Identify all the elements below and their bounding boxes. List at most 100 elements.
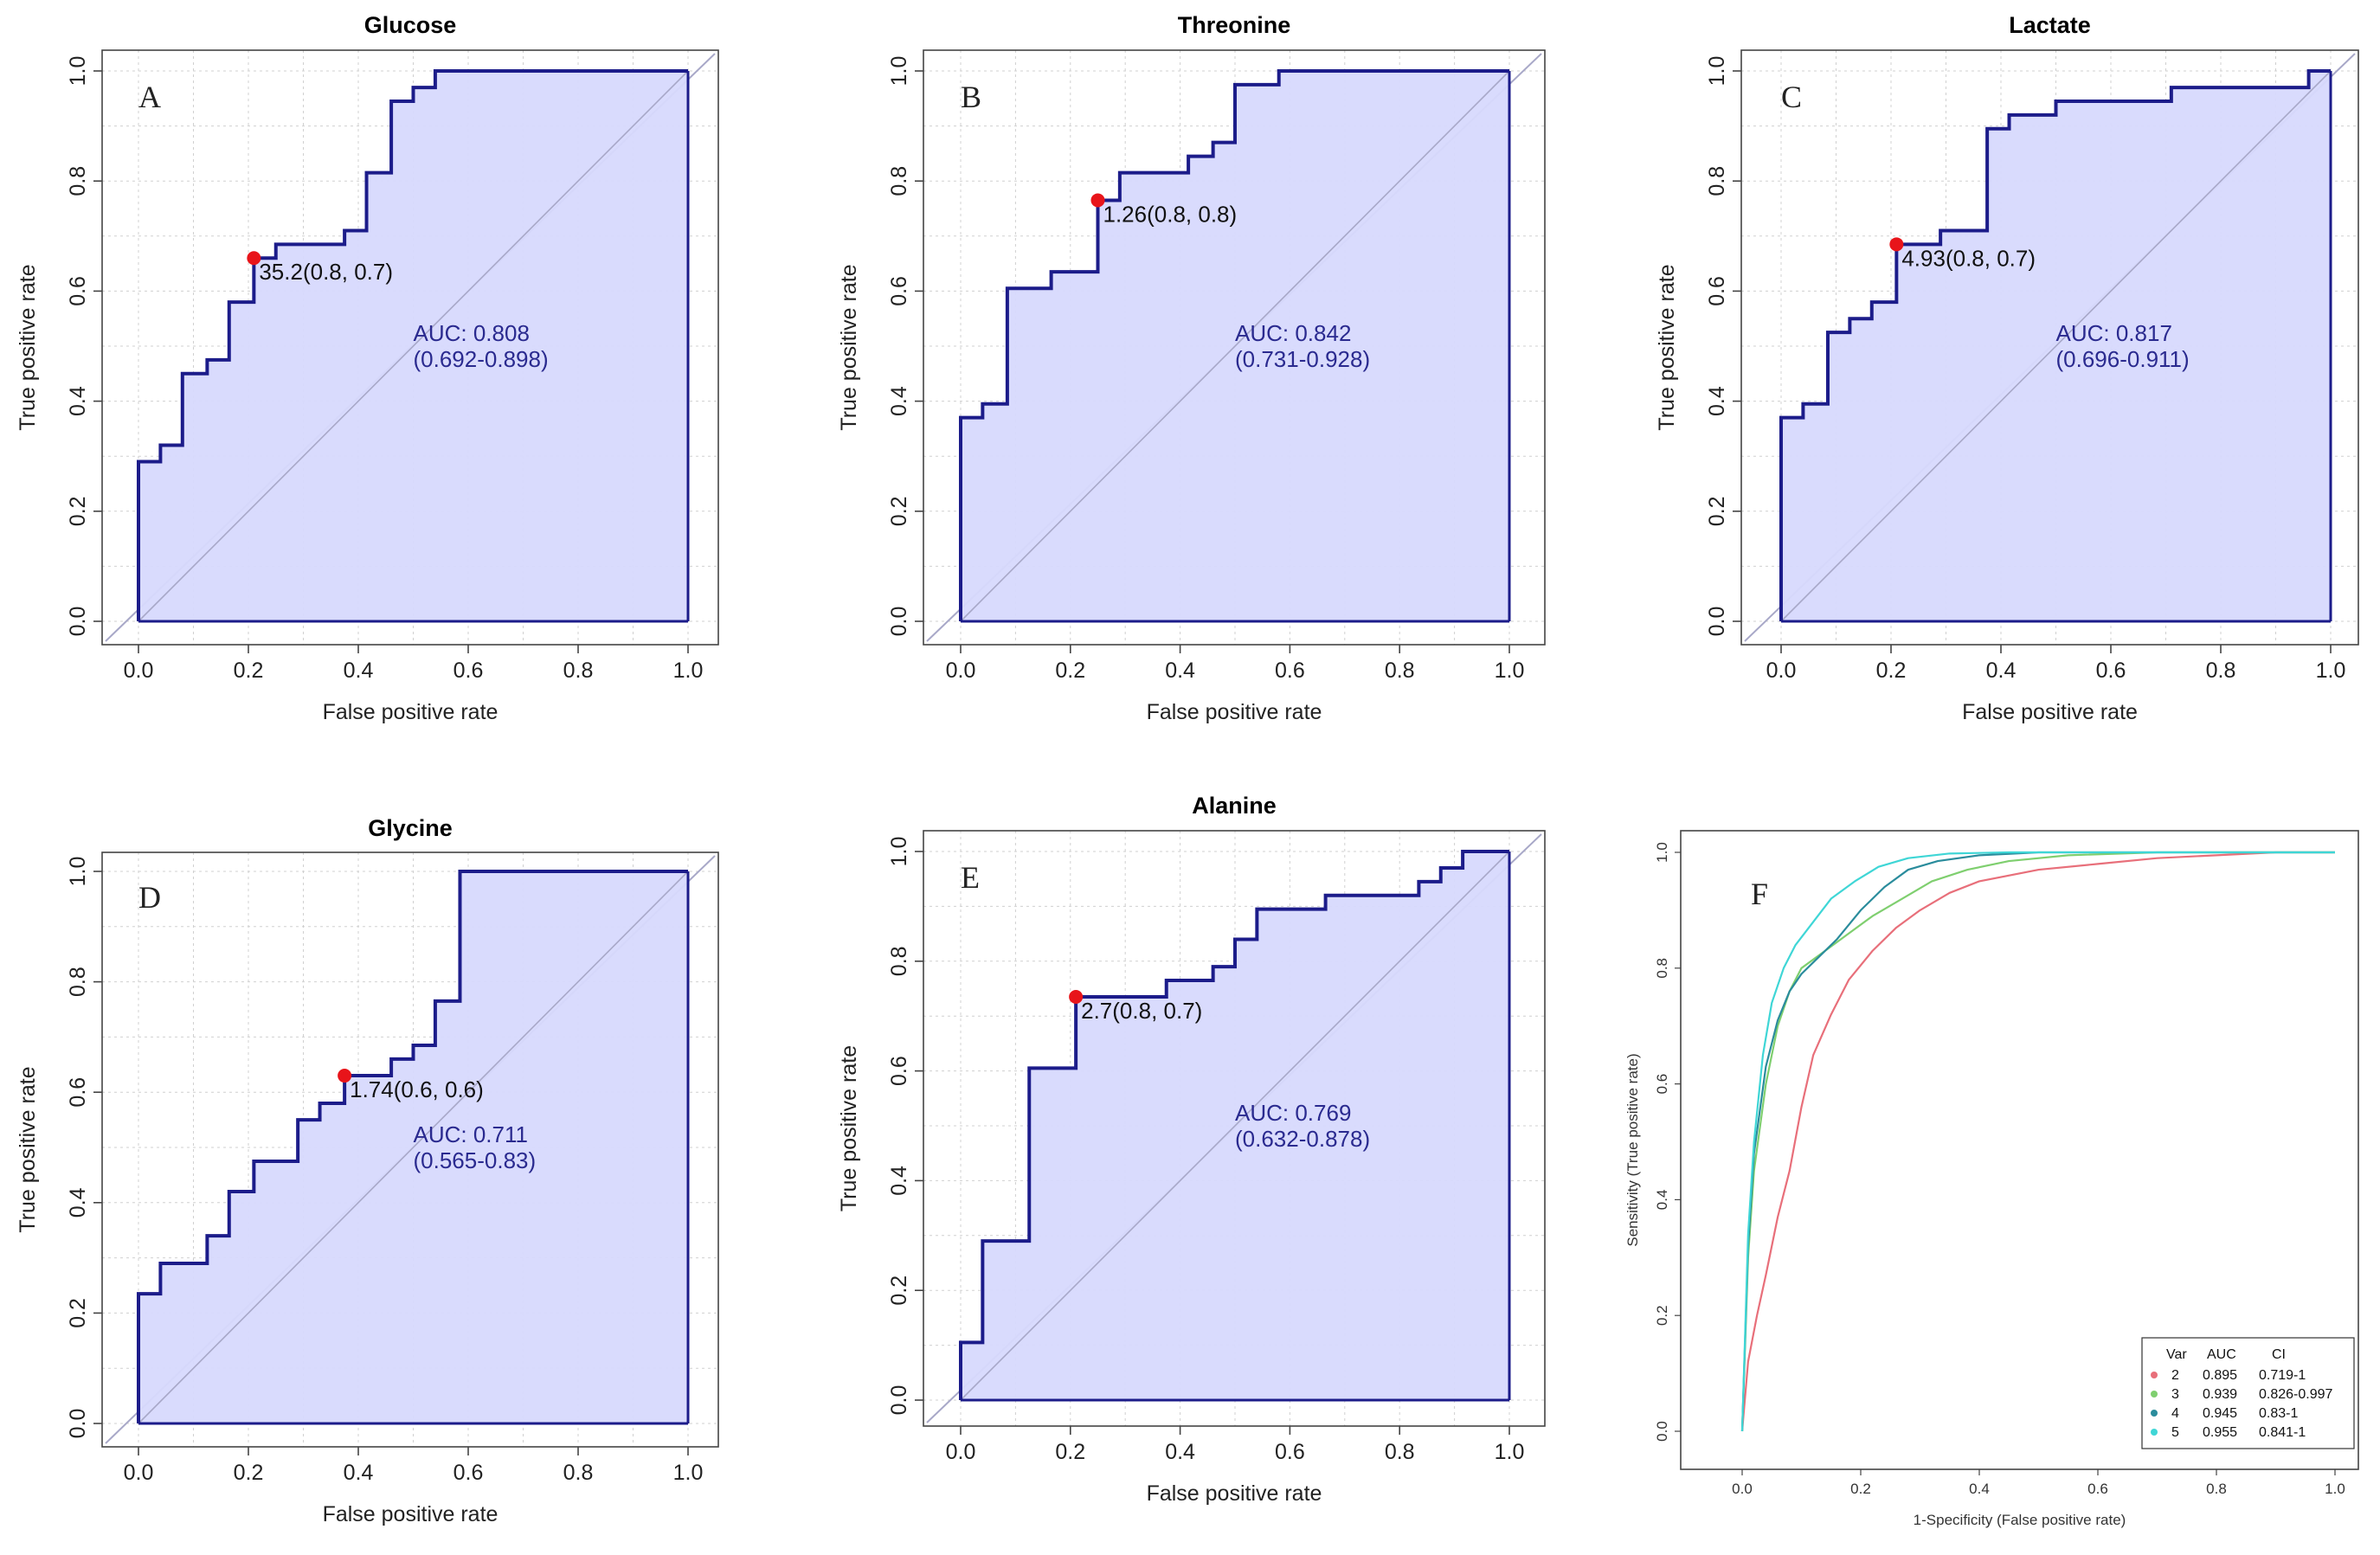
legend-header-ci: CI: [2272, 1347, 2286, 1362]
y-tick-label: 0.0: [887, 1385, 911, 1416]
y-tick-label: 0.8: [66, 967, 90, 997]
cut-point-label: 35.2(0.8, 0.7): [259, 259, 393, 285]
legend-var: 3: [2171, 1387, 2179, 1402]
auc-ci-label: (0.692-0.898): [414, 346, 549, 372]
y-tick-label: 0.8: [1705, 166, 1729, 196]
y-tick-label: 0.0: [66, 1409, 90, 1439]
reference-diagonal-inner: [138, 70, 689, 622]
legend-header-var: Var: [2166, 1347, 2187, 1362]
x-tick-label: 0.2: [234, 1461, 264, 1485]
roc-curve: [1779, 69, 2331, 621]
legend-header-auc: AUC: [2207, 1347, 2236, 1362]
auc-ci-label: (0.565-0.83): [414, 1147, 537, 1173]
auc-value-label: AUC: 0.817: [2056, 320, 2172, 346]
legend-auc: 0.895: [2203, 1368, 2237, 1383]
roc-panel-e: 2.7(0.8, 0.7) AUC: 0.769(0.632-0.878) E Ala…: [837, 793, 1546, 1506]
roc-curve: [137, 870, 688, 1423]
y-tick-label: 0.2: [66, 496, 90, 526]
roc-curve: [137, 69, 688, 621]
x-tick-label: 0.4: [1165, 1440, 1195, 1464]
reference-diagonal-inner: [138, 871, 689, 1424]
x-tick-label: 1.0: [1495, 1440, 1525, 1464]
x-tick-label: 0.8: [2206, 659, 2236, 683]
x-tick-label: 0.2: [234, 659, 264, 683]
legend-swatch-2: [2151, 1372, 2158, 1378]
x-axis-label: False positive rate: [323, 1502, 499, 1526]
reference-diagonal-inner: [960, 70, 1510, 622]
y-tick-label: 0.4: [1705, 386, 1729, 416]
roc-curve: [959, 850, 1509, 1400]
auc-value-label: AUC: 0.842: [1235, 320, 1351, 346]
y-tick-label: 0.0: [66, 607, 90, 637]
x-tick-label: 0.8: [563, 1461, 594, 1485]
y-axis-label: True positive rate: [16, 1066, 40, 1232]
legend-auc: 0.939: [2203, 1387, 2237, 1402]
y-tick-label: 0.2: [66, 1298, 90, 1328]
plot-frame: [1740, 49, 2359, 646]
y-tick-label: 0.8: [1654, 958, 1670, 979]
y-tick-label: 0.6: [66, 276, 90, 306]
x-tick-label: 0.6: [453, 659, 484, 683]
legend-swatch-5: [2151, 1429, 2158, 1436]
x-tick-label: 0.8: [1385, 659, 1415, 683]
roc-panel-f: F 0.0 0.2 0.4 0.6 0.8 1.0 0.0 0.2 0.4 0.6 0.8 1.0 1-S…: [1624, 830, 2359, 1528]
x-tick-label: 0.4: [1986, 659, 2017, 683]
auc-ci-label: (0.696-0.911): [2056, 346, 2190, 372]
x-tick-label: 0.0: [124, 1461, 154, 1485]
legend-ci: 0.826-0.997: [2259, 1387, 2333, 1402]
y-tick-label: 0.6: [66, 1077, 90, 1108]
y-tick-label: 0.6: [1654, 1074, 1670, 1095]
y-tick-label: 0.6: [1705, 276, 1729, 306]
y-tick-label: 0.2: [887, 1275, 911, 1306]
x-tick-label: 0.4: [1969, 1481, 1990, 1497]
x-tick-label: 1.0: [2325, 1481, 2345, 1497]
x-tick-label: 0.0: [1732, 1481, 1753, 1497]
roc-curve: [959, 69, 1509, 621]
x-axis-label: False positive rate: [1962, 700, 2138, 724]
panel-letter: B: [961, 80, 981, 114]
x-tick-label: 1.0: [673, 1461, 704, 1485]
y-axis-label: Sensitivity (True positive rate): [1624, 1053, 1641, 1246]
y-tick-label: 0.6: [887, 1056, 911, 1086]
panel-letter: C: [1781, 80, 1802, 114]
y-tick-label: 0.0: [1654, 1421, 1670, 1442]
x-tick-label: 0.8: [2206, 1481, 2227, 1497]
x-tick-label: 0.0: [946, 659, 976, 683]
roc-curve-var-4: [1740, 851, 2335, 1432]
cut-point-label: 1.26(0.8, 0.8): [1103, 201, 1238, 227]
x-tick-label: 1.0: [1495, 659, 1525, 683]
roc-panel-d: 1.74(0.6, 0.6) AUC: 0.711(0.565-0.83) D Gly…: [16, 815, 719, 1526]
panel-title: Lactate: [2009, 12, 2091, 38]
x-tick-label: 0.8: [1385, 1440, 1415, 1464]
y-tick-label: 0.8: [66, 166, 90, 196]
auc-value-label: AUC: 0.769: [1235, 1100, 1351, 1126]
legend-swatch-4: [2151, 1410, 2158, 1417]
panel-title: Glycine: [368, 815, 453, 841]
cut-point-marker: [1090, 193, 1105, 208]
x-tick-label: 0.6: [2096, 659, 2126, 683]
y-axis-label: True positive rate: [1655, 264, 1679, 430]
x-tick-label: 0.0: [1766, 659, 1797, 683]
x-tick-label: 1.0: [2316, 659, 2346, 683]
x-tick-label: 0.6: [2087, 1481, 2108, 1497]
roc-panel-c: 4.93(0.8, 0.7) AUC: 0.817(0.696-0.911) C La…: [1655, 12, 2359, 724]
x-axis-label: False positive rate: [1147, 1481, 1322, 1506]
y-tick-label: 0.4: [887, 1166, 911, 1196]
x-tick-label: 0.4: [344, 1461, 374, 1485]
reference-diagonal-inner: [1780, 70, 2332, 622]
panel-title: Glucose: [364, 12, 457, 38]
legend: Var AUC CI 2 0.895 0.719-1 3 0.939 0.826-0.997 4 0…: [2141, 1337, 2355, 1449]
roc-curve-var-3: [1740, 851, 2335, 1432]
legend-box: [2141, 1337, 2355, 1449]
x-tick-label: 0.2: [1055, 659, 1085, 683]
auc-ci-label: (0.731-0.928): [1235, 346, 1370, 372]
legend-ci: 0.841-1: [2259, 1425, 2306, 1440]
panel-letter: A: [138, 80, 161, 114]
legend-swatch-3: [2151, 1391, 2158, 1398]
panel-letter: F: [1751, 877, 1768, 911]
y-tick-label: 1.0: [66, 857, 90, 887]
y-tick-label: 0.0: [887, 607, 911, 637]
x-axis-label: False positive rate: [1147, 700, 1322, 724]
x-tick-label: 1.0: [673, 659, 704, 683]
